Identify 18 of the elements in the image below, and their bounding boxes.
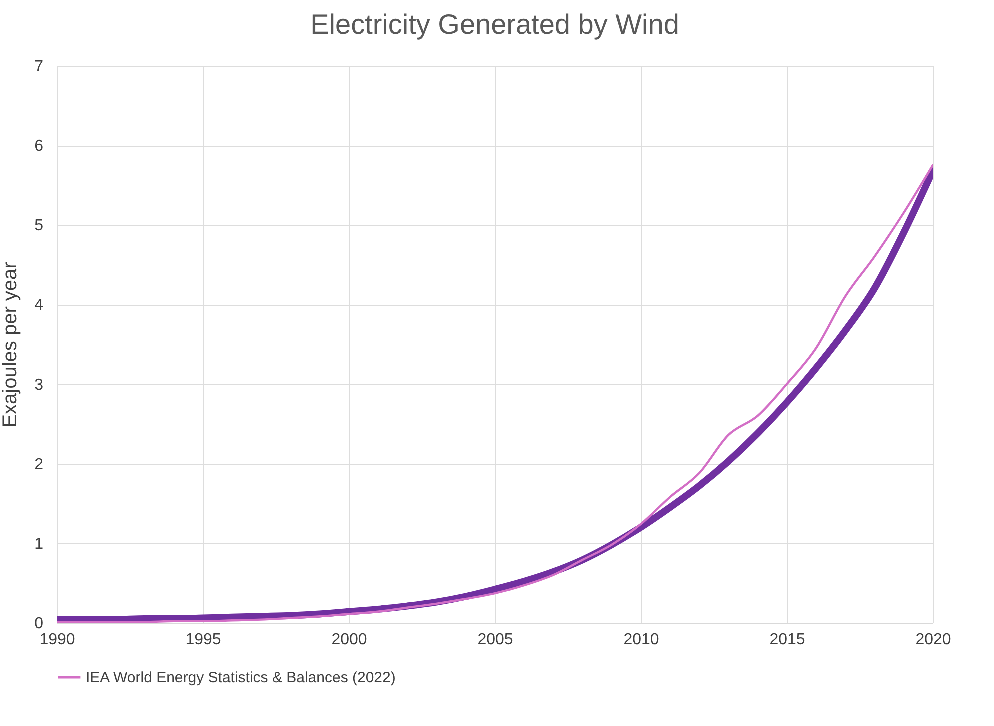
x-tick-label: 1990 <box>40 632 76 648</box>
y-tick-label: 4 <box>34 297 44 314</box>
x-tick-label: 2015 <box>770 632 806 648</box>
x-tick-label: 2005 <box>478 632 514 648</box>
y-tick-label: 7 <box>34 58 44 76</box>
y-tick-label: 1 <box>34 536 44 553</box>
y-axis-title: Exajoules per year <box>0 262 22 428</box>
y-tick-label: 5 <box>34 218 44 235</box>
y-tick-label: 3 <box>34 376 44 394</box>
y-tick-label: 0 <box>34 616 44 632</box>
y-tick-label: 2 <box>34 456 44 474</box>
x-tick-label: 2020 <box>916 632 952 648</box>
x-tick-label: 1995 <box>186 632 222 648</box>
legend-label: IEA World Energy Statistics & Balances (2022) <box>86 670 396 686</box>
x-tick-label: 2000 <box>332 632 368 648</box>
x-tick-label: 2010 <box>624 632 660 648</box>
chart-title: Electricity Generated by Wind <box>310 9 680 40</box>
y-tick-label: 6 <box>34 138 44 156</box>
